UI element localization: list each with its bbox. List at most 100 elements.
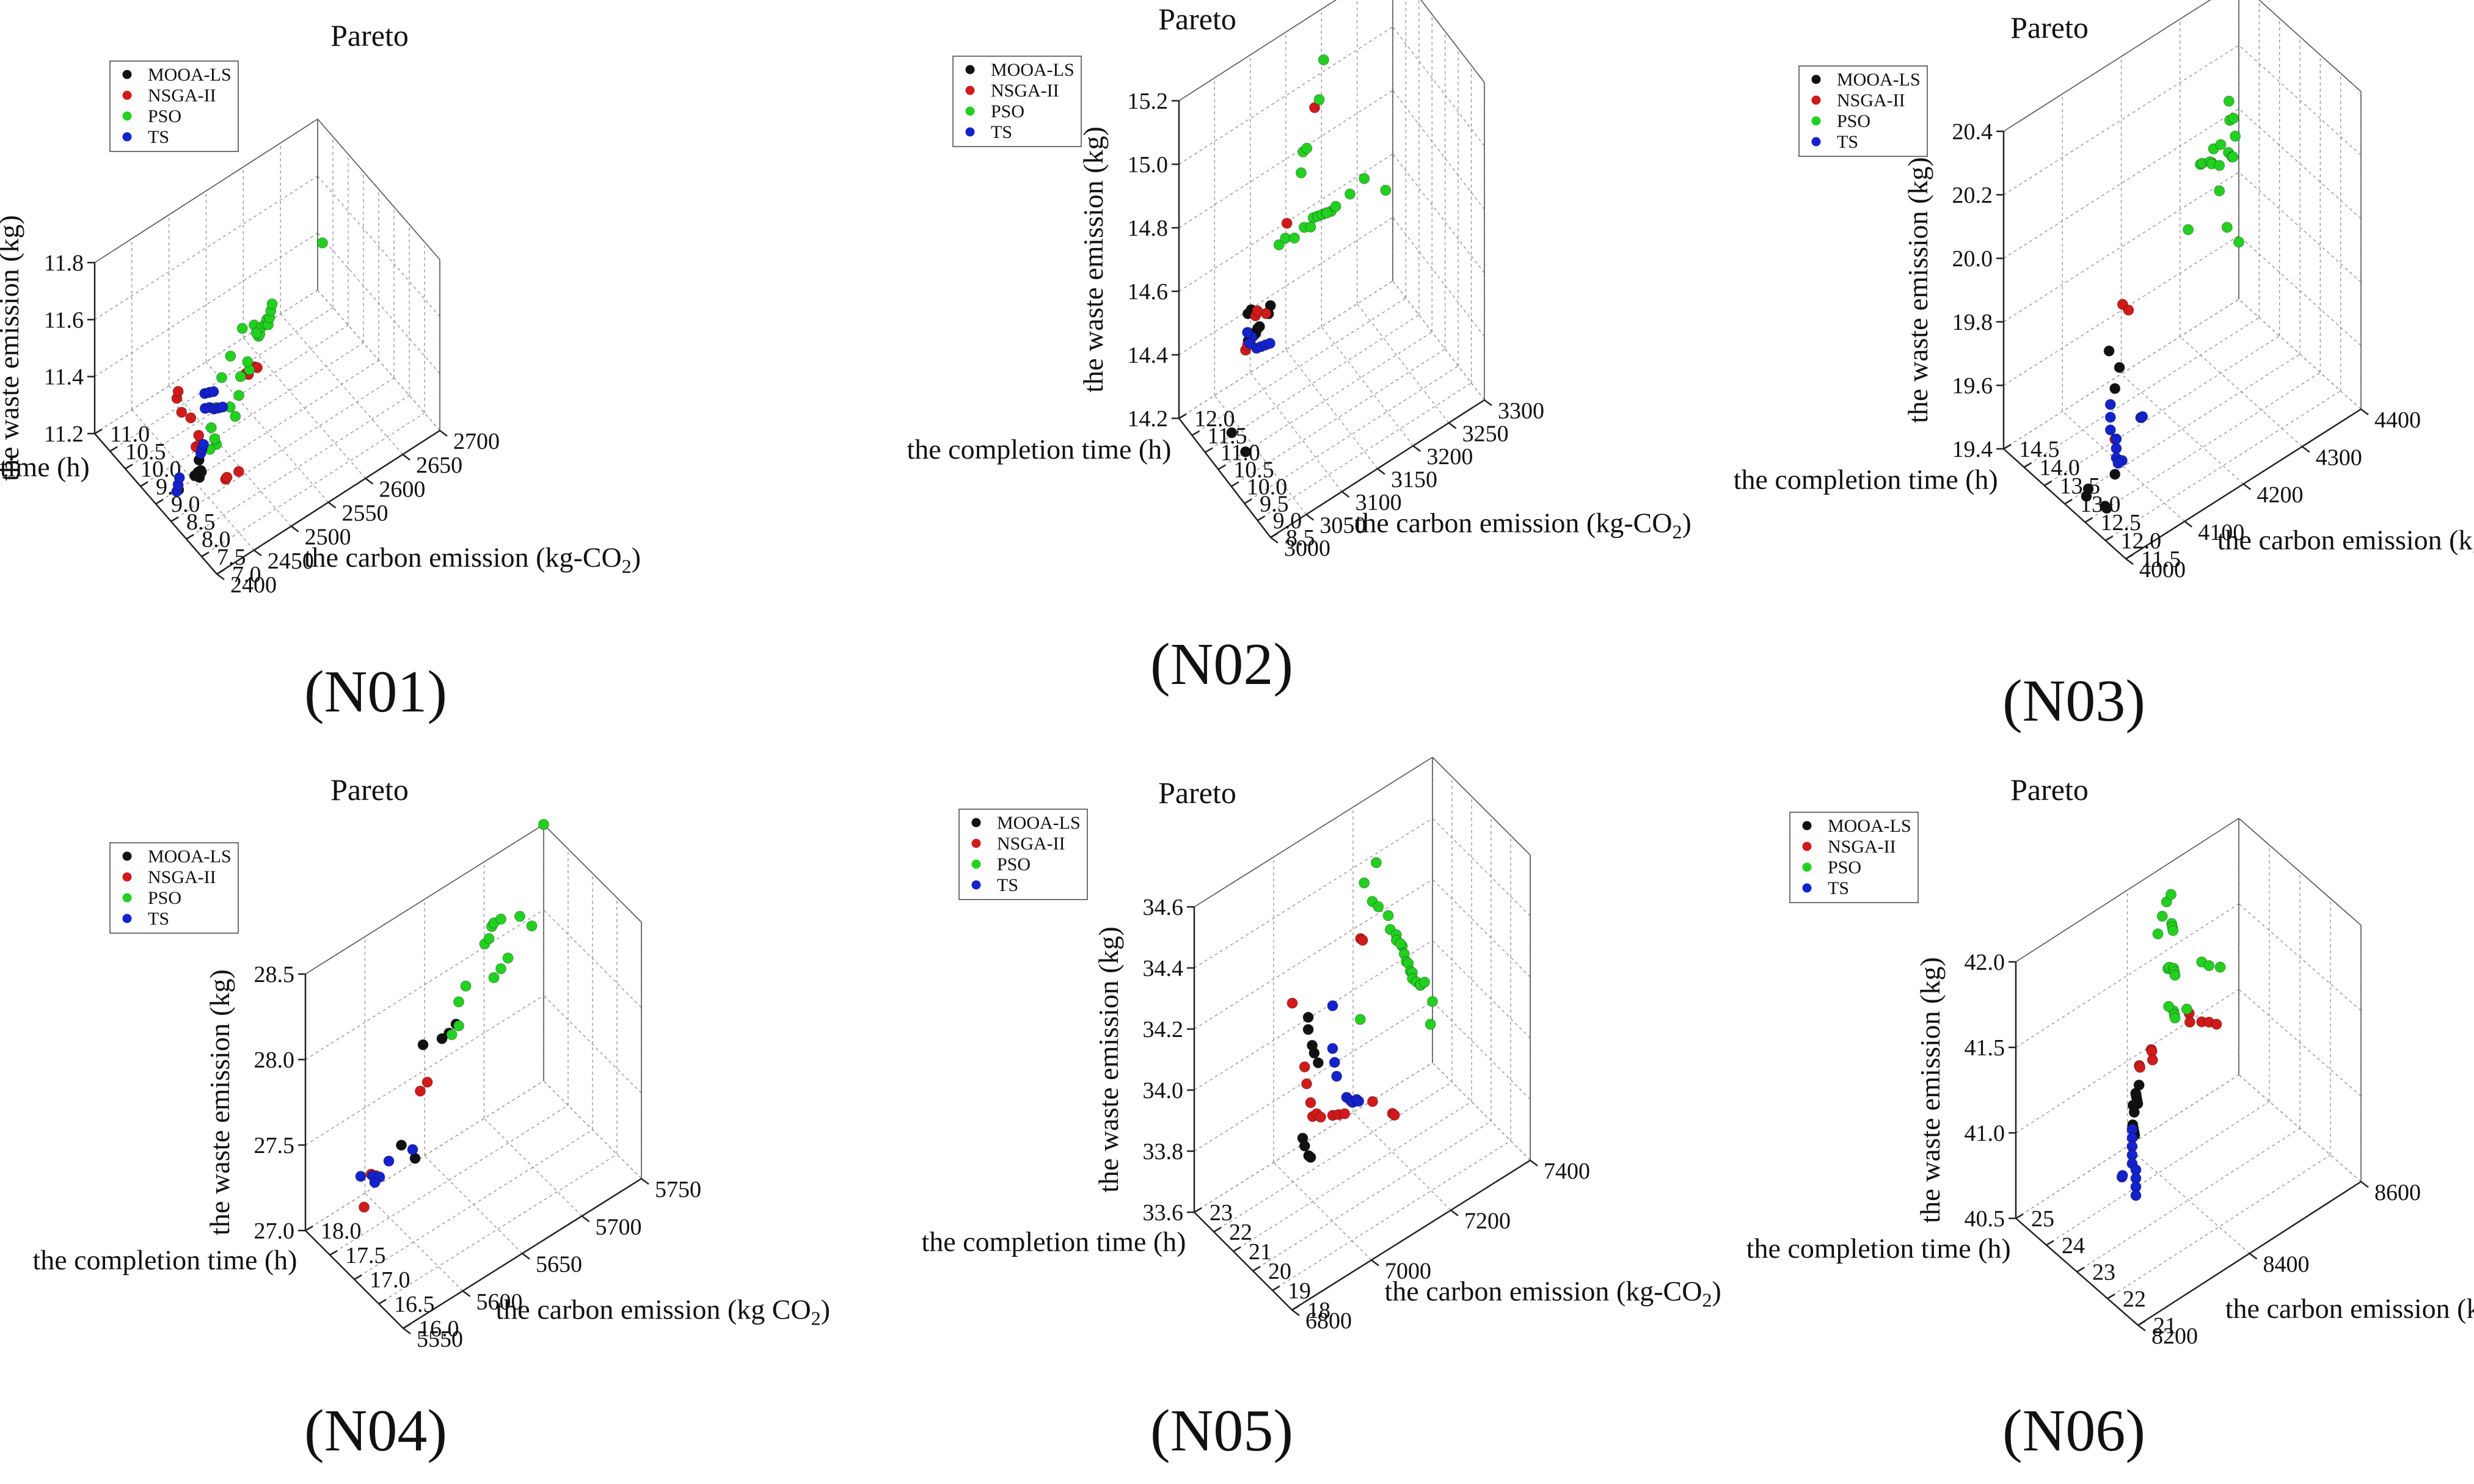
floor-grid-line — [1285, 349, 1378, 469]
y-tick-label: 7000 — [1385, 1258, 1431, 1284]
legend-marker — [122, 851, 132, 861]
data-point — [538, 819, 549, 830]
floor-grid-line — [169, 385, 292, 527]
data-point — [1395, 938, 1406, 950]
data-point — [1252, 305, 1263, 316]
data-point — [1373, 901, 1384, 912]
data-point — [1312, 1057, 1324, 1069]
x-tick-mark — [1213, 1226, 1222, 1233]
legend-marker — [122, 872, 132, 882]
data-point — [217, 401, 228, 413]
data-point — [417, 1039, 429, 1050]
x-axis-line — [1194, 1212, 1293, 1311]
y-axis-title: the carbon emission (kg-CO2) — [1355, 507, 1691, 542]
data-point — [421, 1077, 433, 1088]
data-point — [1242, 327, 1253, 338]
data-point — [1309, 102, 1321, 114]
data-point — [415, 1085, 426, 1097]
data-point — [1226, 427, 1238, 438]
y-tick-mark — [254, 549, 262, 556]
legend-marker — [1802, 883, 1812, 893]
y-tick-label: 2700 — [453, 429, 500, 454]
data-point — [2221, 222, 2233, 233]
y-tick-mark — [2249, 1253, 2258, 1260]
back-grid-line — [1432, 1062, 1531, 1161]
side-grid-line — [2003, 108, 2239, 259]
data-point — [2215, 139, 2227, 150]
z-tick-label: 11.2 — [44, 421, 84, 447]
z-tick-label: 11.4 — [44, 365, 84, 390]
z-tick-label: 34.0 — [1143, 1078, 1184, 1104]
y-tick-label: 5550 — [417, 1326, 463, 1352]
legend-label: NSGA-II — [1837, 90, 1905, 111]
legend-marker — [122, 914, 132, 923]
data-point — [2082, 483, 2094, 495]
data-point — [514, 911, 525, 922]
data-points — [1286, 857, 1438, 1163]
back-grid-line — [2238, 989, 2362, 1097]
legend-marker — [971, 859, 981, 869]
x-tick-label: 24 — [2062, 1233, 2085, 1259]
data-point — [2230, 131, 2241, 142]
data-point — [176, 407, 188, 418]
side-grid-line — [94, 175, 318, 320]
y-tick-label: 3200 — [1426, 444, 1473, 470]
z-tick-label: 11.6 — [44, 307, 84, 333]
z-tick-label: 19.6 — [1952, 373, 1993, 399]
x-tick-label: 18.0 — [321, 1218, 362, 1244]
back-grid-line — [317, 175, 440, 317]
series-ts — [171, 386, 228, 497]
data-point — [193, 429, 205, 441]
back-grid-line — [2238, 1074, 2362, 1182]
back-grid-line — [2238, 299, 2362, 410]
data-point — [1331, 1071, 1343, 1082]
data-point — [2214, 159, 2225, 171]
x-tick-label: 25 — [2031, 1206, 2054, 1232]
x-tick-mark — [1217, 464, 1226, 470]
y-tick-mark — [1291, 1309, 1300, 1316]
series-mooa-ls — [189, 454, 207, 483]
tick-labels: 7.07.58.08.59.09.510.010.511.02400245025… — [44, 250, 500, 598]
frame-edge — [305, 824, 544, 975]
back-grid-line — [2238, 172, 2362, 283]
y-tick-mark — [1530, 1160, 1538, 1166]
z-tick-label: 27.0 — [254, 1218, 295, 1244]
frame-edge — [1432, 757, 1531, 856]
legend-label: MOOA-LS — [997, 813, 1081, 833]
side-grid-line — [305, 1080, 544, 1231]
series-pso — [1273, 54, 1392, 250]
series-pso — [204, 237, 328, 455]
side-grid-line — [1194, 940, 1433, 1091]
data-points — [2081, 95, 2244, 514]
data-point — [1299, 1140, 1310, 1152]
back-grid-line — [317, 233, 440, 374]
legend-label: PSO — [1828, 857, 1861, 878]
data-point — [2130, 1088, 2142, 1100]
back-grid-line — [1432, 1001, 1531, 1100]
z-tick-label: 14.4 — [1128, 343, 1169, 368]
data-point — [453, 996, 464, 1008]
x-tick-mark — [2076, 1267, 2085, 1273]
legend-label: NSGA-II — [148, 867, 216, 887]
data-point — [1353, 1096, 1365, 1107]
x-tick-label: 11.5 — [2141, 547, 2181, 572]
y-tick-mark — [1448, 422, 1457, 429]
x-tick-mark — [2064, 498, 2073, 505]
legend-marker — [122, 111, 132, 121]
data-point — [407, 1144, 418, 1155]
z-tick-label: 20.0 — [1952, 246, 1993, 272]
x-tick-mark — [2015, 1213, 2024, 1220]
x-tick-label: 10.5 — [1233, 457, 1274, 483]
data-point — [2109, 468, 2121, 480]
floor-grid-line — [484, 1118, 582, 1217]
x-tick-mark — [1178, 413, 1187, 420]
series-ts — [1242, 327, 1275, 354]
y-tick-label: 7200 — [1464, 1209, 1511, 1234]
floor-grid-line — [1352, 1112, 1451, 1211]
data-points — [1226, 54, 1392, 457]
data-point — [369, 1177, 381, 1188]
x-tick-label: 10.0 — [1247, 474, 1288, 500]
side-grid-line — [2003, 235, 2239, 386]
floor-grid-line — [2046, 1101, 2270, 1246]
